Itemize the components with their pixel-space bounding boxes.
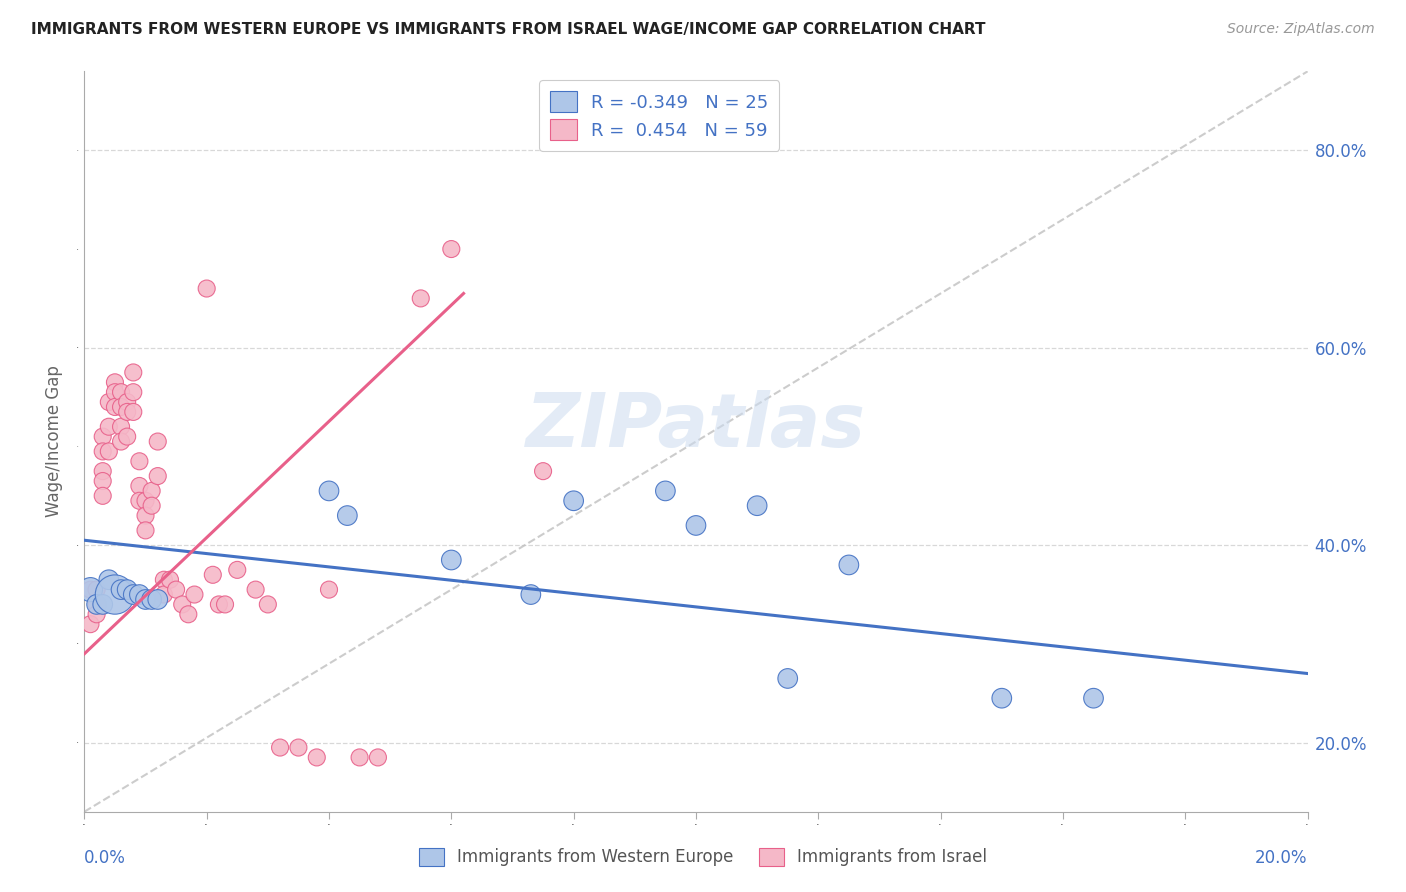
Point [146, 434, 169, 449]
Point [91, 598, 114, 612]
Point [245, 582, 267, 597]
Point [226, 563, 249, 577]
Point [153, 573, 176, 587]
Point [128, 588, 150, 602]
Point [531, 464, 554, 478]
Point [128, 479, 150, 493]
Point [135, 524, 157, 538]
Point [520, 588, 543, 602]
Point [1161, 830, 1184, 844]
Point [115, 582, 138, 597]
Point [208, 598, 231, 612]
Point [153, 588, 176, 602]
Point [165, 582, 187, 597]
Point [318, 483, 340, 498]
Text: 0.0%: 0.0% [84, 849, 127, 867]
Point [79, 582, 101, 597]
Point [115, 429, 138, 443]
Point [287, 740, 309, 755]
Point [104, 376, 127, 390]
Point [135, 508, 157, 523]
Point [86, 598, 108, 612]
Point [91, 464, 114, 478]
Point [110, 385, 132, 400]
Point [776, 672, 799, 686]
Y-axis label: Wage/Income Gap: Wage/Income Gap [45, 366, 63, 517]
Point [172, 598, 194, 612]
Point [128, 454, 150, 468]
Point [91, 429, 114, 443]
Point [159, 573, 181, 587]
Point [128, 493, 150, 508]
Point [214, 598, 236, 612]
Point [440, 553, 463, 567]
Text: Source: ZipAtlas.com: Source: ZipAtlas.com [1227, 22, 1375, 37]
Point [115, 395, 138, 409]
Point [349, 750, 371, 764]
Point [562, 493, 585, 508]
Point [97, 395, 120, 409]
Point [110, 400, 132, 414]
Point [257, 598, 280, 612]
Point [104, 400, 127, 414]
Point [177, 607, 200, 622]
Point [79, 617, 101, 632]
Point [115, 405, 138, 419]
Point [685, 518, 707, 533]
Point [91, 474, 114, 488]
Point [141, 499, 163, 513]
Point [654, 483, 676, 498]
Point [838, 558, 860, 572]
Legend: R = -0.349   N = 25, R =  0.454   N = 59: R = -0.349 N = 25, R = 0.454 N = 59 [538, 80, 779, 151]
Point [183, 588, 205, 602]
Point [269, 740, 291, 755]
Point [122, 405, 145, 419]
Point [86, 582, 108, 597]
Text: ZIPatlas: ZIPatlas [526, 390, 866, 463]
Legend: Immigrants from Western Europe, Immigrants from Israel: Immigrants from Western Europe, Immigran… [412, 841, 994, 873]
Point [146, 592, 169, 607]
Point [991, 691, 1014, 706]
Point [110, 419, 132, 434]
Point [91, 444, 114, 458]
Point [409, 292, 432, 306]
Text: 20.0%: 20.0% [1256, 849, 1308, 867]
Point [122, 588, 145, 602]
Point [97, 444, 120, 458]
Point [135, 493, 157, 508]
Point [141, 483, 163, 498]
Point [122, 385, 145, 400]
Point [86, 598, 108, 612]
Point [104, 588, 127, 602]
Point [367, 750, 389, 764]
Point [1083, 691, 1105, 706]
Point [86, 607, 108, 622]
Text: IMMIGRANTS FROM WESTERN EUROPE VS IMMIGRANTS FROM ISRAEL WAGE/INCOME GAP CORRELA: IMMIGRANTS FROM WESTERN EUROPE VS IMMIGR… [31, 22, 986, 37]
Point [440, 242, 463, 256]
Point [141, 592, 163, 607]
Point [110, 434, 132, 449]
Point [97, 573, 120, 587]
Point [201, 567, 224, 582]
Point [122, 366, 145, 380]
Point [97, 419, 120, 434]
Point [305, 750, 328, 764]
Point [747, 499, 769, 513]
Point [195, 281, 218, 295]
Point [318, 582, 340, 597]
Point [336, 508, 359, 523]
Point [135, 592, 157, 607]
Point [104, 385, 127, 400]
Point [110, 582, 132, 597]
Point [91, 489, 114, 503]
Point [79, 582, 101, 597]
Point [146, 469, 169, 483]
